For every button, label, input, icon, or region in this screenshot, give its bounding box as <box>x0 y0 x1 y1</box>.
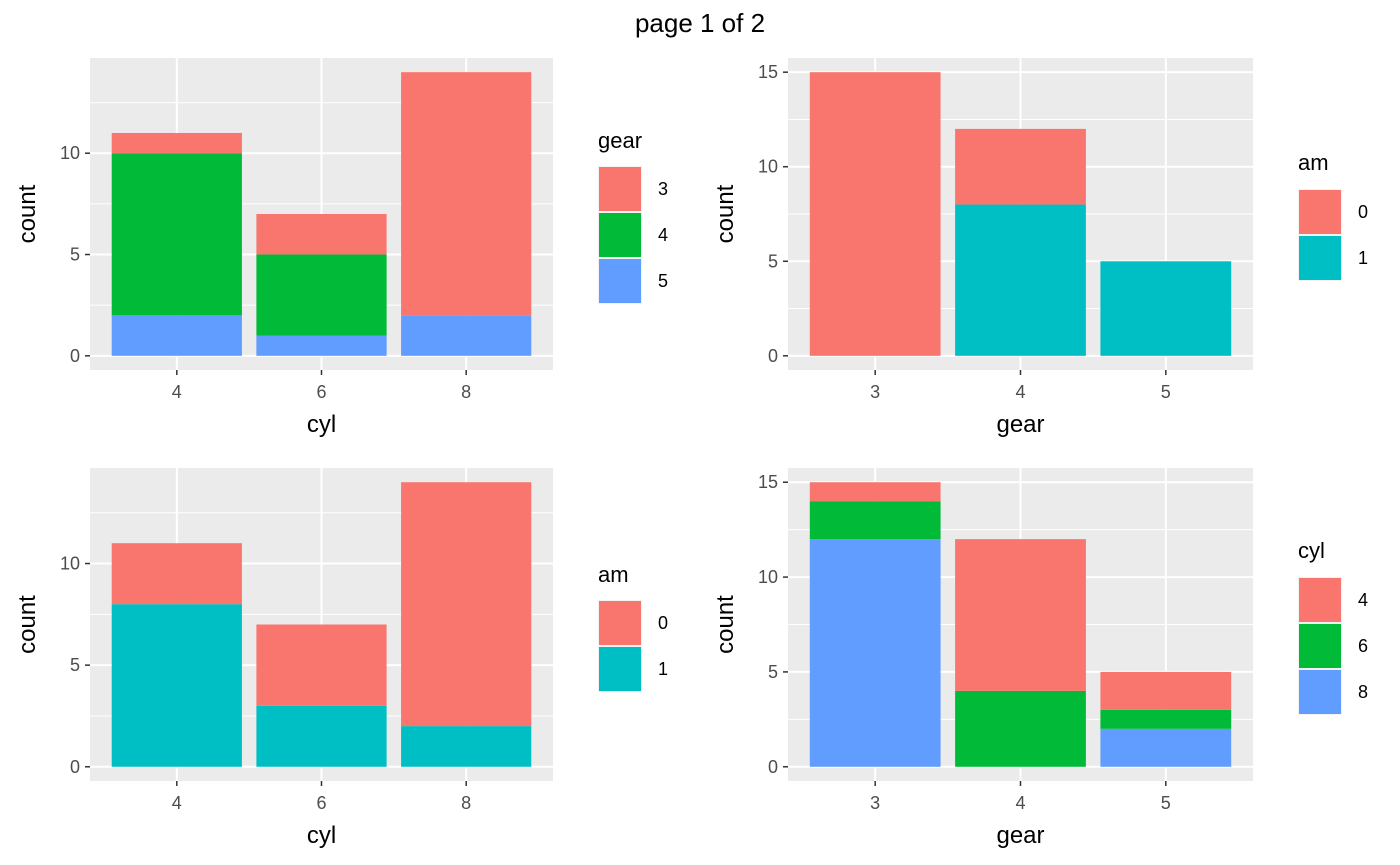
y-tick-label: 15 <box>758 62 778 82</box>
page-title: page 1 of 2 <box>635 8 765 38</box>
y-tick-label: 10 <box>758 567 778 587</box>
y-tick-label: 5 <box>768 662 778 682</box>
legend-label: 4 <box>658 225 668 245</box>
bar-segment-6-1 <box>256 705 387 767</box>
y-tick-label: 5 <box>70 655 80 675</box>
y-tick-label: 5 <box>768 251 778 271</box>
legend-label: 6 <box>1358 636 1368 656</box>
bar-segment-4-0 <box>111 543 242 605</box>
x-axis-title: cyl <box>307 822 336 849</box>
chart-panel-2: 0 5 10 15 3 4 5 gear count am 0 1 <box>712 58 1368 438</box>
y-tick-label: 0 <box>70 346 80 366</box>
legend-swatch-1 <box>599 647 641 691</box>
y-axis-title: count <box>712 184 739 243</box>
y-tick-label: 5 <box>70 245 80 265</box>
y-tick-label: 0 <box>70 757 80 777</box>
legend-swatch-0 <box>599 601 641 645</box>
x-tick-label: 5 <box>1161 382 1171 402</box>
bar-segment-8-3 <box>401 72 532 316</box>
legend: gear 3 4 5 <box>598 128 668 304</box>
y-tick-label: 15 <box>758 472 778 492</box>
bar-segment-4-3 <box>111 132 242 154</box>
x-tick-label: 4 <box>1015 382 1025 402</box>
x-tick-label: 3 <box>870 793 880 813</box>
x-tick-label: 4 <box>172 793 182 813</box>
legend: am 0 1 <box>598 562 668 692</box>
bar-segment-4-0 <box>955 128 1086 205</box>
y-axis-title: count <box>712 595 739 654</box>
bar-segment-4-4 <box>111 153 242 316</box>
legend-label: 8 <box>1358 682 1368 702</box>
bar-segment-3-0 <box>809 72 941 356</box>
legend-label: 5 <box>658 271 668 291</box>
bar-segment-6-0 <box>256 624 387 706</box>
x-tick-label: 6 <box>316 382 326 402</box>
bar-segment-6-4 <box>256 254 387 336</box>
bar-segment-4-1 <box>955 204 1086 356</box>
chart-panel-1: 0 5 10 4 6 8 cyl count gear 3 4 5 <box>14 58 668 438</box>
bar-segment-3-4 <box>809 482 941 502</box>
bar-segment-4-5 <box>111 315 242 356</box>
bar-segment-3-6 <box>809 501 941 540</box>
y-tick-label: 10 <box>60 143 80 163</box>
chart-panel-4: 0 5 10 15 3 4 5 gear count cyl 4 6 8 <box>712 468 1368 849</box>
legend-label: 1 <box>1358 248 1368 268</box>
bar-segment-5-8 <box>1100 728 1232 767</box>
legend-label: 3 <box>658 179 668 199</box>
legend-swatch-0 <box>1299 190 1341 234</box>
legend-title: am <box>1298 150 1329 175</box>
x-tick-label: 5 <box>1161 793 1171 813</box>
bar-segment-6-3 <box>256 214 387 255</box>
legend-swatch-1 <box>1299 236 1341 280</box>
bar-segment-4-4 <box>955 539 1086 691</box>
x-tick-label: 4 <box>1015 793 1025 813</box>
legend: am 0 1 <box>1298 150 1368 281</box>
bar-segment-8-5 <box>401 315 532 356</box>
legend-label: 0 <box>658 613 668 633</box>
x-tick-label: 6 <box>316 793 326 813</box>
y-tick-label: 10 <box>758 157 778 177</box>
bar-segment-5-4 <box>1100 671 1232 710</box>
bar-segment-3-8 <box>809 539 941 767</box>
y-tick-label: 0 <box>768 757 778 777</box>
bar-segment-8-1 <box>401 726 532 767</box>
legend-swatch-4 <box>1299 578 1341 622</box>
legend-swatch-8 <box>1299 670 1341 714</box>
bar-segment-4-1 <box>111 604 242 767</box>
bar-segment-4-6 <box>955 690 1086 767</box>
x-tick-label: 3 <box>870 382 880 402</box>
x-tick-label: 8 <box>461 382 471 402</box>
y-tick-label: 10 <box>60 554 80 574</box>
legend: cyl 4 6 8 <box>1298 538 1368 715</box>
bar-segment-5-6 <box>1100 709 1232 729</box>
x-axis-title: cyl <box>307 411 336 438</box>
legend-title: am <box>598 562 629 587</box>
bar-segment-8-0 <box>401 482 532 727</box>
bar-segment-5-1 <box>1100 261 1232 356</box>
y-tick-label: 0 <box>768 346 778 366</box>
x-tick-label: 8 <box>461 793 471 813</box>
chart-panel-3: 0 5 10 4 6 8 cyl count am 0 1 <box>14 468 668 849</box>
legend-label: 0 <box>1358 202 1368 222</box>
y-axis-title: count <box>14 184 41 243</box>
x-tick-label: 4 <box>172 382 182 402</box>
x-axis-title: gear <box>996 411 1044 438</box>
legend-swatch-3 <box>599 167 641 211</box>
legend-label: 4 <box>1358 590 1368 610</box>
legend-title: cyl <box>1298 538 1325 563</box>
legend-swatch-5 <box>599 259 641 303</box>
legend-swatch-4 <box>599 213 641 257</box>
legend-label: 1 <box>658 659 668 679</box>
x-axis-title: gear <box>996 822 1044 849</box>
y-axis-title: count <box>14 595 41 654</box>
bar-segment-6-5 <box>256 335 387 356</box>
legend-swatch-6 <box>1299 624 1341 668</box>
legend-title: gear <box>598 128 642 153</box>
